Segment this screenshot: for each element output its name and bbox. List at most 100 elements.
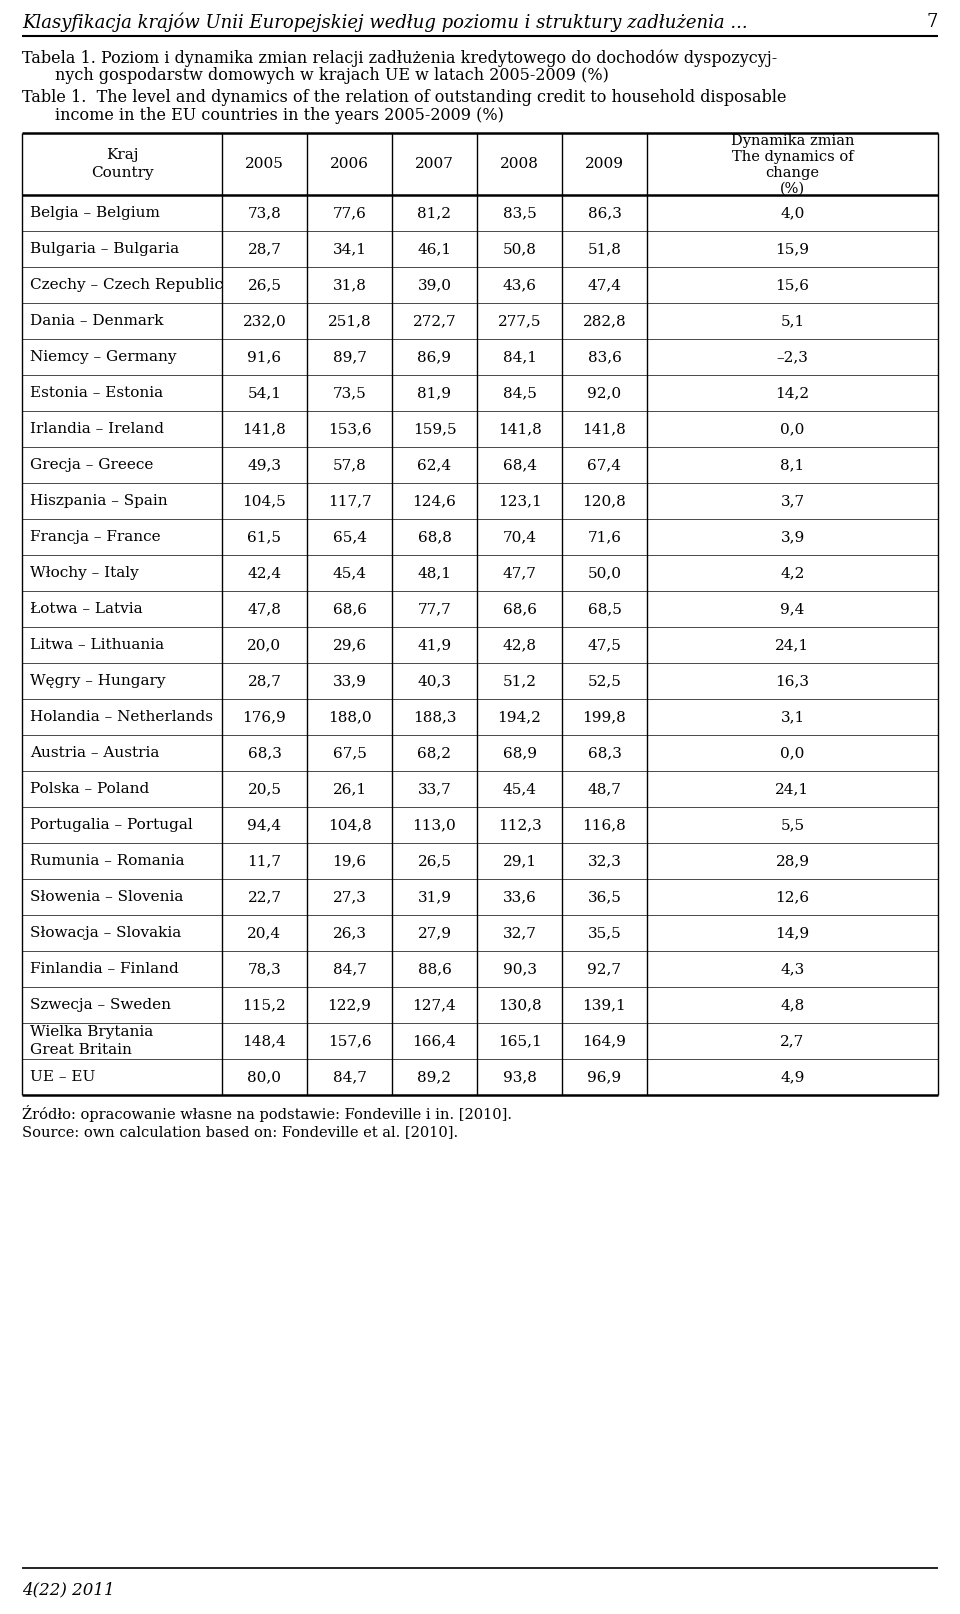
Text: 73,5: 73,5 bbox=[332, 386, 367, 400]
Text: 112,3: 112,3 bbox=[497, 818, 541, 831]
Text: 188,0: 188,0 bbox=[327, 710, 372, 725]
Text: 70,4: 70,4 bbox=[502, 529, 537, 544]
Text: 2009: 2009 bbox=[585, 157, 624, 171]
Text: 31,9: 31,9 bbox=[418, 889, 451, 904]
Text: 28,7: 28,7 bbox=[248, 242, 281, 257]
Text: 232,0: 232,0 bbox=[243, 315, 286, 328]
Text: 39,0: 39,0 bbox=[418, 278, 451, 292]
Text: Wielka Brytania: Wielka Brytania bbox=[30, 1025, 154, 1039]
Text: 65,4: 65,4 bbox=[332, 529, 367, 544]
Text: 33,6: 33,6 bbox=[503, 889, 537, 904]
Text: 9,4: 9,4 bbox=[780, 602, 804, 617]
Text: 93,8: 93,8 bbox=[503, 1070, 537, 1085]
Text: 141,8: 141,8 bbox=[497, 421, 541, 436]
Text: Węgry – Hungary: Węgry – Hungary bbox=[30, 675, 165, 688]
Text: Łotwa – Latvia: Łotwa – Latvia bbox=[30, 602, 143, 617]
Text: 2,7: 2,7 bbox=[780, 1035, 804, 1047]
Text: Austria – Austria: Austria – Austria bbox=[30, 746, 159, 760]
Text: 8,1: 8,1 bbox=[780, 458, 804, 471]
Text: 24,1: 24,1 bbox=[776, 783, 809, 796]
Text: 104,8: 104,8 bbox=[327, 818, 372, 831]
Text: 92,0: 92,0 bbox=[588, 386, 621, 400]
Text: 104,5: 104,5 bbox=[243, 494, 286, 508]
Text: 7: 7 bbox=[926, 13, 938, 31]
Text: 141,8: 141,8 bbox=[243, 421, 286, 436]
Text: 86,3: 86,3 bbox=[588, 207, 621, 220]
Text: 51,2: 51,2 bbox=[502, 675, 537, 688]
Text: 32,3: 32,3 bbox=[588, 854, 621, 868]
Text: 2006: 2006 bbox=[330, 157, 369, 171]
Text: 47,7: 47,7 bbox=[503, 567, 537, 579]
Text: Szwecja – Sweden: Szwecja – Sweden bbox=[30, 997, 171, 1012]
Text: 40,3: 40,3 bbox=[418, 675, 451, 688]
Text: 16,3: 16,3 bbox=[776, 675, 809, 688]
Text: 122,9: 122,9 bbox=[327, 997, 372, 1012]
Text: 272,7: 272,7 bbox=[413, 315, 456, 328]
Text: 123,1: 123,1 bbox=[497, 494, 541, 508]
Text: Grecja – Greece: Grecja – Greece bbox=[30, 458, 154, 471]
Text: 27,3: 27,3 bbox=[332, 889, 367, 904]
Text: 92,7: 92,7 bbox=[588, 962, 621, 976]
Text: 4,8: 4,8 bbox=[780, 997, 804, 1012]
Text: 20,0: 20,0 bbox=[248, 638, 281, 652]
Text: 139,1: 139,1 bbox=[583, 997, 626, 1012]
Text: 45,4: 45,4 bbox=[332, 567, 367, 579]
Text: 130,8: 130,8 bbox=[497, 997, 541, 1012]
Text: Niemcy – Germany: Niemcy – Germany bbox=[30, 350, 177, 365]
Text: 57,8: 57,8 bbox=[332, 458, 367, 471]
Text: 113,0: 113,0 bbox=[413, 818, 456, 831]
Text: 27,9: 27,9 bbox=[418, 926, 451, 939]
Text: 77,7: 77,7 bbox=[418, 602, 451, 617]
Text: 20,5: 20,5 bbox=[248, 783, 281, 796]
Text: 127,4: 127,4 bbox=[413, 997, 456, 1012]
Text: 115,2: 115,2 bbox=[243, 997, 286, 1012]
Text: 2005: 2005 bbox=[245, 157, 284, 171]
Text: 80,0: 80,0 bbox=[248, 1070, 281, 1085]
Text: 12,6: 12,6 bbox=[776, 889, 809, 904]
Text: Słowacja – Slovakia: Słowacja – Slovakia bbox=[30, 926, 181, 939]
Text: 26,5: 26,5 bbox=[418, 854, 451, 868]
Text: 68,2: 68,2 bbox=[418, 746, 451, 760]
Text: 50,0: 50,0 bbox=[588, 567, 621, 579]
Text: 50,8: 50,8 bbox=[503, 242, 537, 257]
Text: 4(22) 2011: 4(22) 2011 bbox=[22, 1582, 114, 1598]
Text: Estonia – Estonia: Estonia – Estonia bbox=[30, 386, 163, 400]
Text: Czechy – Czech Republic: Czechy – Czech Republic bbox=[30, 278, 223, 292]
Text: 67,4: 67,4 bbox=[588, 458, 621, 471]
Text: 26,5: 26,5 bbox=[248, 278, 281, 292]
Text: Source: own calculation based on: Fondeville et al. [2010].: Source: own calculation based on: Fondev… bbox=[22, 1125, 458, 1139]
Text: change: change bbox=[765, 166, 820, 181]
Text: 19,6: 19,6 bbox=[332, 854, 367, 868]
Text: 34,1: 34,1 bbox=[332, 242, 367, 257]
Text: 47,4: 47,4 bbox=[588, 278, 621, 292]
Text: 2007: 2007 bbox=[415, 157, 454, 171]
Text: 28,7: 28,7 bbox=[248, 675, 281, 688]
Text: Rumunia – Romania: Rumunia – Romania bbox=[30, 854, 184, 868]
Text: 0,0: 0,0 bbox=[780, 746, 804, 760]
Text: Słowenia – Slovenia: Słowenia – Slovenia bbox=[30, 889, 183, 904]
Text: 5,1: 5,1 bbox=[780, 315, 804, 328]
Text: 277,5: 277,5 bbox=[497, 315, 541, 328]
Text: 26,1: 26,1 bbox=[332, 783, 367, 796]
Text: 22,7: 22,7 bbox=[248, 889, 281, 904]
Text: 68,4: 68,4 bbox=[502, 458, 537, 471]
Text: 251,8: 251,8 bbox=[327, 315, 372, 328]
Text: 78,3: 78,3 bbox=[248, 962, 281, 976]
Text: 29,1: 29,1 bbox=[502, 854, 537, 868]
Text: 36,5: 36,5 bbox=[588, 889, 621, 904]
Text: Hiszpania – Spain: Hiszpania – Spain bbox=[30, 494, 168, 508]
Text: 2008: 2008 bbox=[500, 157, 539, 171]
Text: 77,6: 77,6 bbox=[332, 207, 367, 220]
Text: 32,7: 32,7 bbox=[503, 926, 537, 939]
Text: 116,8: 116,8 bbox=[583, 818, 626, 831]
Text: Irlandia – Ireland: Irlandia – Ireland bbox=[30, 421, 164, 436]
Text: 48,7: 48,7 bbox=[588, 783, 621, 796]
Text: 124,6: 124,6 bbox=[413, 494, 456, 508]
Text: Francja – France: Francja – France bbox=[30, 529, 160, 544]
Text: 61,5: 61,5 bbox=[248, 529, 281, 544]
Text: Polska – Poland: Polska – Poland bbox=[30, 783, 149, 796]
Text: 35,5: 35,5 bbox=[588, 926, 621, 939]
Text: 86,9: 86,9 bbox=[418, 350, 451, 365]
Text: 42,8: 42,8 bbox=[502, 638, 537, 652]
Text: Litwa – Lithuania: Litwa – Lithuania bbox=[30, 638, 164, 652]
